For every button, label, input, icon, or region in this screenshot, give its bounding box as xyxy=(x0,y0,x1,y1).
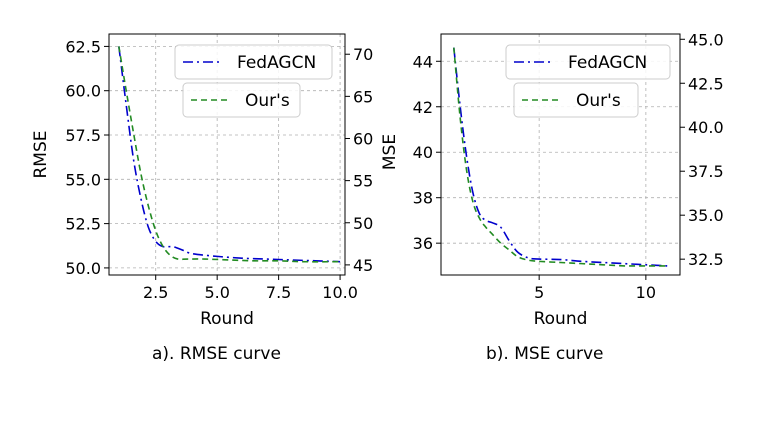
legend-box xyxy=(174,44,333,80)
y2-tick-label: 60 xyxy=(353,129,373,148)
y-tick-label: 40 xyxy=(413,143,433,162)
y-axis-label: RMSE xyxy=(31,130,51,178)
y2-tick-label: 45 xyxy=(353,256,373,275)
y-tick-label: 42 xyxy=(413,98,433,117)
caption-mse-curve: b). MSE curve xyxy=(486,344,604,364)
y-tick-label: 50.0 xyxy=(65,259,101,278)
y2-tick-label: 35.0 xyxy=(688,206,724,225)
y2-tick-label: 70 xyxy=(353,45,373,64)
y-tick-label: 44 xyxy=(413,52,433,71)
legend-label: Our's xyxy=(245,91,290,111)
y2-axis-label: MSE xyxy=(380,134,400,170)
y-tick-label: 62.5 xyxy=(65,37,101,56)
y2-tick-label: 42.5 xyxy=(688,74,724,93)
x-tick-label: 5.0 xyxy=(204,283,229,302)
y-tick-label: 36 xyxy=(413,234,433,253)
legend-label: FedAGCN xyxy=(237,53,316,73)
y2-tick-label: 32.5 xyxy=(688,250,724,269)
series-line-ours xyxy=(118,46,341,263)
y-tick-label: 57.5 xyxy=(65,126,101,145)
y2-tick-label: 45.0 xyxy=(688,30,724,49)
legend-box xyxy=(182,82,301,118)
legend-box xyxy=(513,82,639,118)
legend-box xyxy=(505,44,671,80)
y-tick-label: 60.0 xyxy=(65,82,101,101)
series-line-ours xyxy=(453,47,668,267)
y-tick-label: 55.0 xyxy=(65,170,101,189)
y2-tick-label: 37.5 xyxy=(688,162,724,181)
x-tick-label: 10 xyxy=(636,283,656,302)
y2-tick-label: 65 xyxy=(353,87,373,106)
y2-tick-label: 50 xyxy=(353,214,373,233)
x-tick-label: 5 xyxy=(534,283,544,302)
x-tick-label: 2.5 xyxy=(143,283,168,302)
x-axis-label: Round xyxy=(534,309,588,329)
x-tick-label: 7.5 xyxy=(266,283,291,302)
x-tick-label: 10.0 xyxy=(322,283,358,302)
legend-label: FedAGCN xyxy=(568,53,647,73)
legend-label: Our's xyxy=(576,91,621,111)
plot-frame xyxy=(108,33,346,276)
y-tick-label: 38 xyxy=(413,189,433,208)
caption-rmse-curve: a). RMSE curve xyxy=(152,344,281,364)
y2-tick-label: 40.0 xyxy=(688,118,724,137)
y2-tick-label: 55 xyxy=(353,172,373,191)
series-line-fedagcn xyxy=(118,46,341,263)
series-line-fedagcn xyxy=(453,47,668,267)
x-axis-label: Round xyxy=(200,309,254,329)
y-tick-label: 52.5 xyxy=(65,215,101,234)
plot-frame xyxy=(440,33,681,276)
